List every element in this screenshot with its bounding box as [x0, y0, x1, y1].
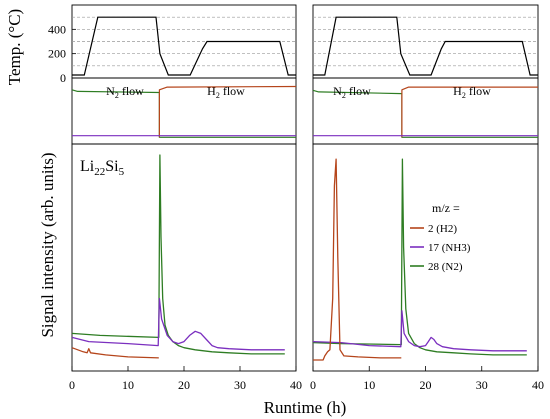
sample-annotation: Li22Si5 — [80, 158, 125, 178]
flow-series-line — [401, 86, 538, 138]
left-temperature-panel: 0 200 400 — [48, 4, 297, 85]
right-flow-panel: N2 flow H2 flow — [312, 77, 539, 145]
x-tick-label: 0 — [310, 378, 316, 392]
right-signal-panel: 0 10 20 30 40 m/z = 2 (H2) 17 (NH3) 28 (N2) — [310, 143, 544, 392]
signal-series-line — [71, 297, 285, 351]
y-tick-label: 0 — [60, 71, 66, 85]
legend-label: 2 (H2) — [428, 223, 457, 235]
right-flow-lines — [312, 86, 538, 138]
runtime-axis-label: Runtime (h) — [264, 398, 347, 417]
right-x-ticks: 0 10 20 30 40 — [310, 366, 544, 392]
legend: m/z = 2 (H2) 17 (NH3) 28 (N2) — [410, 201, 471, 273]
left-signal-lines — [71, 154, 285, 359]
signal-axis-label: Signal intensity (arb. units) — [38, 152, 57, 337]
left-flow-n2-label: N2 flow — [106, 84, 144, 100]
left-x-ticks: 0 10 20 30 40 — [69, 366, 302, 392]
right-signal-lines — [312, 158, 527, 361]
signal-series-line — [313, 158, 402, 361]
x-tick-label: 30 — [234, 378, 246, 392]
left-flow-lines — [71, 85, 297, 138]
y-tick-label: 200 — [48, 47, 66, 61]
x-tick-label: 10 — [363, 378, 375, 392]
left-signal-panel: 0 10 20 30 40 Li22Si5 — [69, 143, 302, 392]
right-flow-h2-label: H2 flow — [453, 84, 491, 100]
x-tick-label: 40 — [532, 378, 544, 392]
legend-title: m/z = — [432, 201, 460, 215]
left-temperature-line — [72, 16, 296, 76]
legend-label: 17 (NH3) — [428, 242, 471, 254]
temp-axis-label: Temp. (°C) — [5, 9, 24, 85]
right-flow-n2-label: N2 flow — [333, 84, 371, 100]
left-flow-panel: N2 flow H2 flow — [71, 77, 297, 145]
right-temperature-line — [313, 16, 538, 76]
right-temperature-grid — [313, 16, 538, 67]
legend-items: 2 (H2) 17 (NH3) 28 (N2) — [410, 223, 471, 273]
legend-label: 28 (N2) — [428, 261, 463, 273]
y-tick-label: 400 — [48, 22, 66, 36]
x-tick-label: 20 — [420, 378, 432, 392]
right-temperature-panel — [312, 4, 539, 79]
x-tick-label: 10 — [122, 378, 134, 392]
right-signal-frame — [312, 143, 539, 372]
left-temperature-yticks: 0 200 400 — [48, 22, 76, 85]
signal-series-line — [312, 310, 527, 352]
left-flow-h2-label: H2 flow — [207, 84, 245, 100]
x-tick-label: 30 — [476, 378, 488, 392]
x-tick-label: 0 — [69, 378, 75, 392]
signal-series-line — [312, 158, 527, 356]
signal-series-line — [71, 347, 159, 359]
signal-series-line — [71, 154, 285, 355]
left-signal-frame — [71, 143, 297, 372]
flow-series-line — [158, 85, 297, 138]
x-tick-label: 20 — [178, 378, 190, 392]
x-tick-label: 40 — [290, 378, 302, 392]
